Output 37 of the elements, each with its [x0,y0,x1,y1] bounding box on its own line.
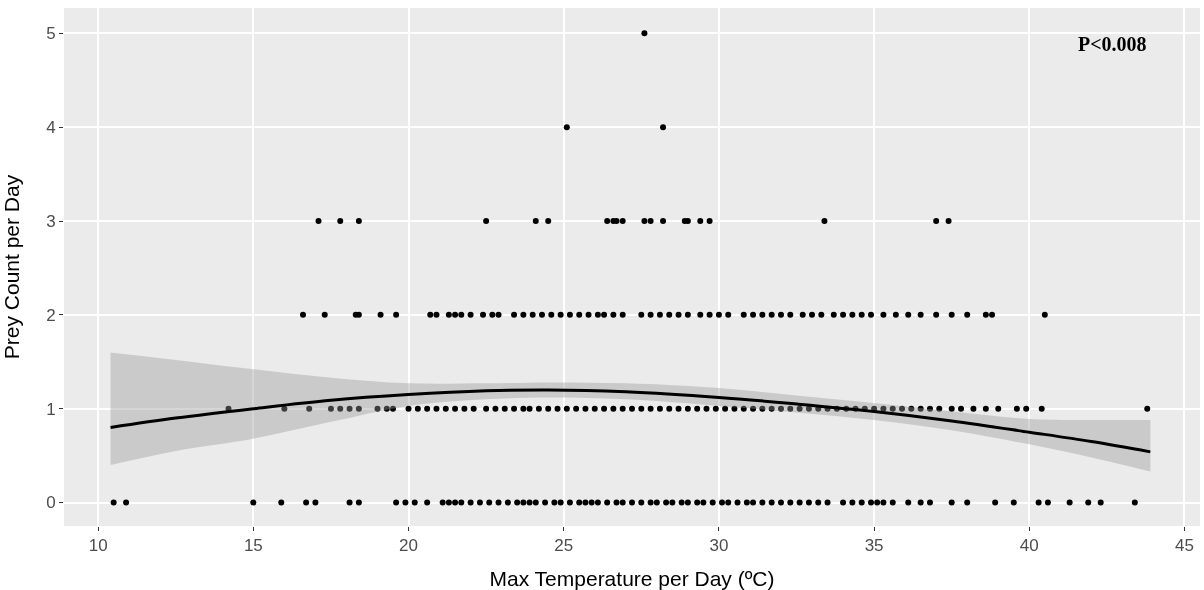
y-tick-label: 1 [46,399,56,419]
point [532,218,539,225]
x-tick-label: 45 [1175,536,1194,556]
x-tick-label: 35 [864,536,884,556]
point [647,218,654,225]
point [619,218,626,225]
point [604,218,611,225]
point [563,124,570,131]
point [933,218,940,225]
x-tick-label: 10 [88,536,108,556]
y-tick-label: 3 [46,211,56,231]
x-tick-label: 25 [554,536,574,556]
point [483,218,490,225]
point [821,218,828,225]
point [641,30,648,37]
y-tick-label: 2 [46,305,56,325]
point [660,218,667,225]
x-axis-title: Max Temperature per Day (ºC) [489,567,775,590]
annotation: P<0.008 [1078,33,1147,55]
x-tick-label: 20 [399,536,418,556]
x-tick-label: 15 [243,536,263,556]
point [315,218,322,225]
point [697,218,704,225]
point [641,218,648,225]
point [337,218,344,225]
point [706,218,713,225]
point [545,218,552,225]
y-tick-label: 5 [46,24,56,44]
point [355,218,362,225]
point [660,124,667,131]
line-series [109,388,1152,454]
y-tick-label: 0 [46,493,56,513]
x-tick-label: 30 [709,536,729,556]
y-axis-title: Prey Count per Day [0,174,23,360]
x-tick-label: 40 [1019,536,1039,556]
y-tick-label: 4 [46,118,56,138]
point [945,218,952,225]
